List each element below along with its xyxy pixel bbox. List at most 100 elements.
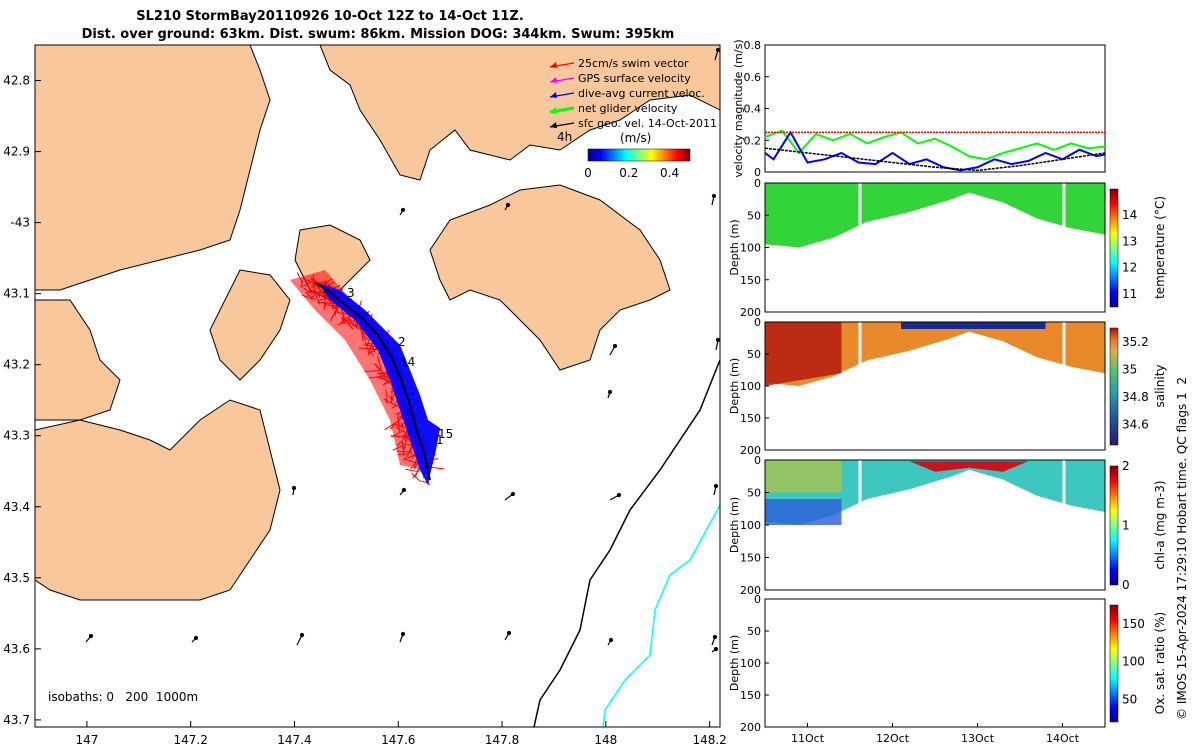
arrow-head-icon [550,122,557,128]
section-colorbar-tick: 13 [1122,234,1137,248]
geo-arrow-head [510,491,516,497]
geo-arrow-head [607,389,613,395]
section-data-area [765,322,1105,386]
geo-arrow-head [506,630,512,636]
geo-arrow-head [400,207,406,213]
isobath-200m [533,359,721,728]
section-data-gap [1062,183,1066,248]
map-xtick-label: 147.6 [381,733,415,747]
map-colorbar-title: (m/s) [620,131,651,145]
coastline-land [35,45,720,601]
section-xtick-label: 11Oct [791,732,825,745]
track-label-1: 1 [436,433,444,447]
isobaths-label: isobaths: 0 200 1000m [48,690,198,704]
geo-arrow-head [505,202,511,208]
chl-a-panel: 0 50 100 150 200 Depth (m) 0 1 2 chl-a (mg m-3) [728,454,1167,597]
section-data-gap [858,183,862,248]
arrow-head-icon [550,77,557,83]
track-label-3: 3 [347,286,355,300]
swim-vector [411,472,422,483]
geo-arrow-head [713,483,719,489]
section-colorbar-tick: 34.8 [1122,390,1149,404]
section-colorbar-label: temperature (°C) [1153,196,1167,299]
geo-arrow-head [608,637,614,643]
section-ytick-label: 50 [747,348,761,361]
legend-entry: sfc geo. vel. 14-Oct-2011 [578,117,717,130]
temperature-panel: 0 50 100 150 200 Depth (m) 11 12 13 14 temperature… [728,177,1167,319]
track-label-15: 15 [438,427,453,441]
map-ytick-label: 43.1 [3,287,30,301]
section-ytick-label: 150 [740,274,761,287]
geo-arrow-head [400,631,406,637]
section-colorbar [1109,465,1119,586]
dive-avg-current-cloud [318,283,440,485]
geo-arrow-head [715,47,721,53]
geo-arrow-head [616,492,622,498]
section-ytick-label: 150 [740,412,761,425]
section-plot-bg [765,599,1105,727]
map-ytick-label: 43.7 [3,713,30,727]
section-ytick-label: 100 [740,657,761,670]
geo-arrow-head [713,646,719,652]
section-feature [909,461,1029,472]
arrow-head-icon [550,62,557,68]
velocity-series-line [764,147,1106,172]
map-ytick-label: 43.5 [3,571,30,585]
legend-extra-label: 4h [557,130,572,144]
section-colorbar-tick: 1 [1122,519,1130,533]
section-xtick-label: 14Oct [1046,732,1080,745]
title-line-1: SL210 StormBay20110926 10-Oct 12Z to 14-… [136,9,524,24]
section-colorbar-tick: 34.6 [1122,417,1149,431]
geo-arrow-head [401,487,407,493]
map-colorbar-ticks: 0 0.2 0.4 [584,166,679,180]
section-ytick-label: 150 [740,689,761,702]
section-ytick-label: 0 [754,316,761,329]
section-ylabel: Depth (m) [728,635,741,691]
section-feature [765,322,842,386]
section-colorbar [1109,327,1119,446]
section-feature [901,322,1046,329]
track-label-2: 2 [398,335,406,349]
section-ytick-label: 0 [754,454,761,467]
geo-arrow-head [612,343,618,349]
vel-ytick-label: 0.6 [744,71,762,84]
legend-entry: dive-avg current veloc. [578,87,705,100]
map-ytick-label: 42.9 [3,145,30,159]
section-colorbar-tick: 12 [1122,261,1137,275]
section-colorbar-label: salinity [1153,364,1167,407]
section-xtick-label: 12Oct [876,732,910,745]
map-xtick-label: 147 [75,733,98,747]
section-data-gap [1062,322,1066,386]
credit-text: © IMOS 15-Apr-2024 17:29:10 Hobart time.… [1175,377,1189,720]
legend-entry: GPS surface velocity [578,72,691,85]
section-colorbar-label: Ox. sat. ratio (%) [1153,612,1167,714]
title-line-2: Dist. over ground: 63km. Dist. swum: 86k… [82,27,675,42]
geo-arrow-head [193,635,199,641]
vel-ytick-label: 0 [754,166,761,179]
swim-vector [405,468,418,473]
geo-arrow-head [299,632,305,638]
isobath-1000m [602,504,721,728]
section-ytick-label: 50 [747,487,761,500]
map-panel: 3 2 14 15 1 25cm/s swim vector GPS surfac… [3,44,727,747]
section-xtick-label: 13Oct [961,732,995,745]
salinity-panel: 0 50 100 150 200 Depth (m) 34.6 34.8 35 35.2 salin… [728,316,1167,457]
track-label-14: 14 [400,355,415,369]
section-data-gap [1062,460,1066,525]
section-ytick-label: 0 [754,593,761,606]
section-ytick-label: 200 [740,306,761,319]
section-ytick-label: 100 [740,242,761,255]
section-colorbar [1109,188,1119,308]
map-axes: 147 147.2 147.4 147.6 147.8 148 148.2 42.8 42.9 -… [3,74,727,747]
map-colorbar-tick: 0.2 [619,166,638,180]
map-xtick-label: 147.2 [174,733,208,747]
section-colorbar-tick: 11 [1122,287,1137,301]
section-colorbar [1109,604,1119,723]
legend-entry: 25cm/s swim vector [578,57,689,70]
geo-arrow-head [291,485,297,491]
map-colorbar-tick: 0.4 [660,166,679,180]
section-ytick-label: 0 [754,177,761,190]
map-ytick-label: 43.6 [3,642,30,656]
